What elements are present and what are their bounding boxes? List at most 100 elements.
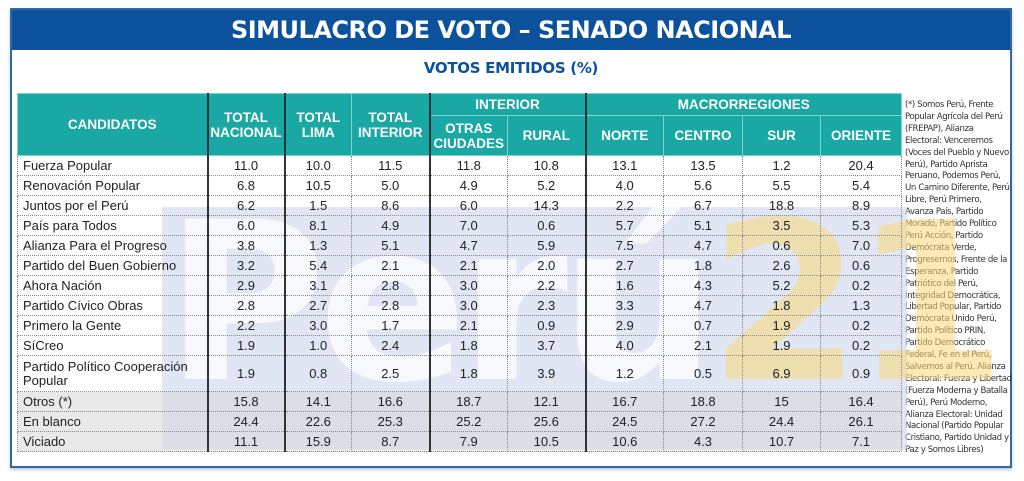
cell-otras-ciudades: 2.1 <box>428 315 508 336</box>
cell-otras-ciudades: 7.0 <box>428 215 508 236</box>
cell-centro: 27.2 <box>663 411 744 432</box>
cell-total-interior: 2.4 <box>351 335 430 356</box>
cell-rural: 2.0 <box>506 255 587 276</box>
results-table-body: Fuerza Popular 11.0 10.0 11.5 11.8 10.8 13.1 13… <box>17 155 903 452</box>
cell-total-lima: 1.0 <box>283 335 352 356</box>
cell-rural: 5.2 <box>506 175 587 196</box>
col-header-centro: CENTRO <box>663 115 744 156</box>
cell-otras-ciudades: 4.9 <box>428 175 508 196</box>
cell-total-interior: 5.0 <box>351 175 430 196</box>
cell-otras-ciudades: 1.8 <box>428 335 508 356</box>
cell-total-interior: 2.5 <box>351 355 430 392</box>
candidate-name: Partido Cívico Obras <box>17 295 208 316</box>
cell-otras-ciudades: 11.8 <box>428 155 508 176</box>
cell-rural: 12.1 <box>506 391 587 412</box>
cell-oriente: 0.2 <box>820 315 903 336</box>
cell-total-nacional: 1.9 <box>206 335 285 356</box>
cell-total-nacional: 11.1 <box>206 431 285 452</box>
cell-oriente: 1.3 <box>820 295 903 316</box>
cell-rural: 10.5 <box>506 431 587 452</box>
cell-otras-ciudades: 4.7 <box>428 235 508 256</box>
cell-norte: 13.1 <box>584 155 665 176</box>
cell-otras-ciudades: 7.9 <box>428 431 508 452</box>
col-header-norte: NORTE <box>584 115 665 156</box>
footnote: (*) Somos Perú, Frente Popular Agrícola … <box>905 100 1012 456</box>
cell-sur: 1.8 <box>742 295 822 316</box>
candidate-name: País para Todos <box>17 215 208 236</box>
cell-total-nacional: 2.2 <box>206 315 285 336</box>
cell-rural: 5.9 <box>506 235 587 256</box>
cell-centro: 4.7 <box>663 235 744 256</box>
table-row-otros: Otros (*) 15.8 14.1 16.6 18.7 12.1 16.7 18.8 15 1… <box>17 391 903 412</box>
cell-norte: 1.2 <box>584 355 665 392</box>
cell-norte: 2.2 <box>584 195 665 216</box>
cell-total-interior: 2.8 <box>351 275 430 296</box>
results-table-wrapper: Perú21 CANDIDATOS TOTAL NACIONAL TOTAL L… <box>17 93 1007 452</box>
cell-total-interior: 16.6 <box>351 391 430 412</box>
cell-norte: 1.6 <box>584 275 665 296</box>
cell-rural: 0.6 <box>506 215 587 236</box>
cell-total-nacional: 6.8 <box>206 175 285 196</box>
cell-total-nacional: 24.4 <box>206 411 285 432</box>
cell-total-nacional: 2.9 <box>206 275 285 296</box>
cell-centro: 4.3 <box>663 431 744 452</box>
candidate-name: Otros (*) <box>17 391 208 412</box>
cell-norte: 5.7 <box>584 215 665 236</box>
cell-total-nacional: 3.2 <box>206 255 285 276</box>
cell-total-interior: 8.6 <box>351 195 430 216</box>
cell-sur: 10.7 <box>742 431 822 452</box>
table-row-sicreo: SíCreo 1.9 1.0 2.4 1.8 3.7 4.0 2.1 1.9 0.2 <box>17 335 903 356</box>
cell-oriente: 20.4 <box>820 155 903 176</box>
cell-sur: 0.6 <box>742 235 822 256</box>
col-header-oriente: ORIENTE <box>820 115 903 156</box>
cell-norte: 3.3 <box>584 295 665 316</box>
candidate-name: Ahora Nación <box>17 275 208 296</box>
cell-oriente: 0.2 <box>820 275 903 296</box>
cell-oriente: 5.3 <box>820 215 903 236</box>
candidate-name: Juntos por el Perú <box>17 195 208 216</box>
cell-total-lima: 3.1 <box>283 275 352 296</box>
cell-sur: 5.2 <box>742 275 822 296</box>
table-row-primero-la-gente: Primero la Gente 2.2 3.0 1.7 2.1 0.9 2.9 0.7 1.9… <box>17 315 903 336</box>
cell-total-interior: 2.8 <box>351 295 430 316</box>
cell-rural: 3.9 <box>506 355 587 392</box>
col-header-total-nacional: TOTAL NACIONAL <box>206 93 285 156</box>
candidate-name: Fuerza Popular <box>17 155 208 176</box>
table-row-fuerza-popular: Fuerza Popular 11.0 10.0 11.5 11.8 10.8 13.1 13… <box>17 155 903 176</box>
cell-total-nacional: 2.8 <box>206 295 285 316</box>
col-header-total-interior: TOTAL INTERIOR <box>351 93 430 156</box>
cell-norte: 24.5 <box>584 411 665 432</box>
table-row-renovacion-popular: Renovación Popular 6.8 10.5 5.0 4.9 5.2 4.0 5.6… <box>17 175 903 196</box>
table-row-partido-del-buen-gobierno: Partido del Buen Gobierno 3.2 5.4 2.1 2.1 2.0… <box>17 255 903 276</box>
candidate-name: Renovación Popular <box>17 175 208 196</box>
cell-centro: 4.3 <box>663 275 744 296</box>
cell-centro: 18.8 <box>663 391 744 412</box>
cell-rural: 10.8 <box>506 155 587 176</box>
cell-centro: 6.7 <box>663 195 744 216</box>
cell-oriente: 5.4 <box>820 175 903 196</box>
cell-oriente: 0.9 <box>820 355 903 392</box>
cell-norte: 2.7 <box>584 255 665 276</box>
cell-rural: 0.9 <box>506 315 587 336</box>
cell-total-nacional: 6.2 <box>206 195 285 216</box>
cell-otras-ciudades: 25.2 <box>428 411 508 432</box>
cell-sur: 1.2 <box>742 155 822 176</box>
col-header-sur: SUR <box>742 115 822 156</box>
cell-sur: 6.9 <box>742 355 822 392</box>
col-header-total-lima: TOTAL LIMA <box>283 93 352 156</box>
cell-centro: 0.5 <box>663 355 744 392</box>
cell-total-lima: 1.3 <box>283 235 352 256</box>
cell-total-lima: 10.5 <box>283 175 352 196</box>
subtitle: VOTOS EMITIDOS (%) <box>423 59 599 77</box>
cell-sur: 24.4 <box>742 411 822 432</box>
cell-sur: 1.9 <box>742 315 822 336</box>
cell-rural: 25.6 <box>506 411 587 432</box>
cell-total-interior: 2.1 <box>351 255 430 276</box>
page-title: SIMULACRO DE VOTO – SENADO NACIONAL <box>230 16 792 44</box>
cell-norte: 7.5 <box>584 235 665 256</box>
cell-total-lima: 1.5 <box>283 195 352 216</box>
cell-norte: 10.6 <box>584 431 665 452</box>
cell-sur: 18.8 <box>742 195 822 216</box>
cell-norte: 16.7 <box>584 391 665 412</box>
cell-sur: 1.9 <box>742 335 822 356</box>
